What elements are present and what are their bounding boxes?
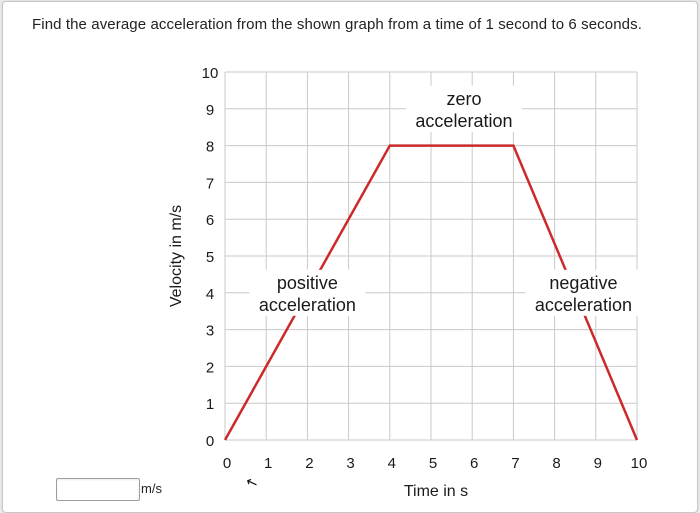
x-tick-label: 4	[388, 455, 396, 472]
y-tick-label: 3	[206, 323, 214, 340]
annotation-background	[525, 269, 642, 316]
y-tick-label: 7	[206, 175, 214, 192]
x-tick-label: 7	[511, 455, 519, 472]
annotation-label: acceleration	[259, 295, 356, 315]
x-axis-label: Time in s	[404, 483, 468, 500]
y-tick-label: 5	[206, 249, 214, 266]
annotation-background	[405, 85, 522, 132]
y-tick-label: 1	[206, 396, 214, 413]
answer-input[interactable]	[56, 478, 140, 501]
y-tick-label: 10	[202, 65, 219, 82]
x-tick-label: 10	[631, 455, 648, 472]
x-tick-label: 2	[305, 455, 313, 472]
question-text: Find the average acceleration from the s…	[32, 16, 642, 33]
annotation-label: acceleration	[535, 295, 632, 315]
annotation-label: negative	[549, 273, 617, 293]
annotation-label: acceleration	[415, 111, 512, 131]
x-tick-label: 9	[594, 455, 602, 472]
x-tick-label: 3	[346, 455, 354, 472]
answer-unit: m/s	[141, 481, 162, 496]
annotation-label: zero	[446, 89, 481, 109]
x-tick-label: 6	[470, 455, 478, 472]
y-tick-label: 6	[206, 212, 214, 229]
y-axis-label: Velocity in m/s	[168, 205, 185, 307]
annotation-label: positive	[277, 273, 338, 293]
y-tick-label: 2	[206, 359, 214, 376]
y-tick-label: 8	[206, 139, 214, 156]
y-tick-label: 0	[206, 433, 214, 450]
y-tick-label: 4	[206, 286, 214, 303]
annotation-background	[249, 269, 366, 316]
x-tick-label: 1	[264, 455, 272, 472]
x-tick-label: 0	[223, 455, 231, 472]
y-tick-label: 9	[206, 102, 214, 119]
x-tick-label: 8	[552, 455, 560, 472]
x-tick-label: 5	[429, 455, 437, 472]
